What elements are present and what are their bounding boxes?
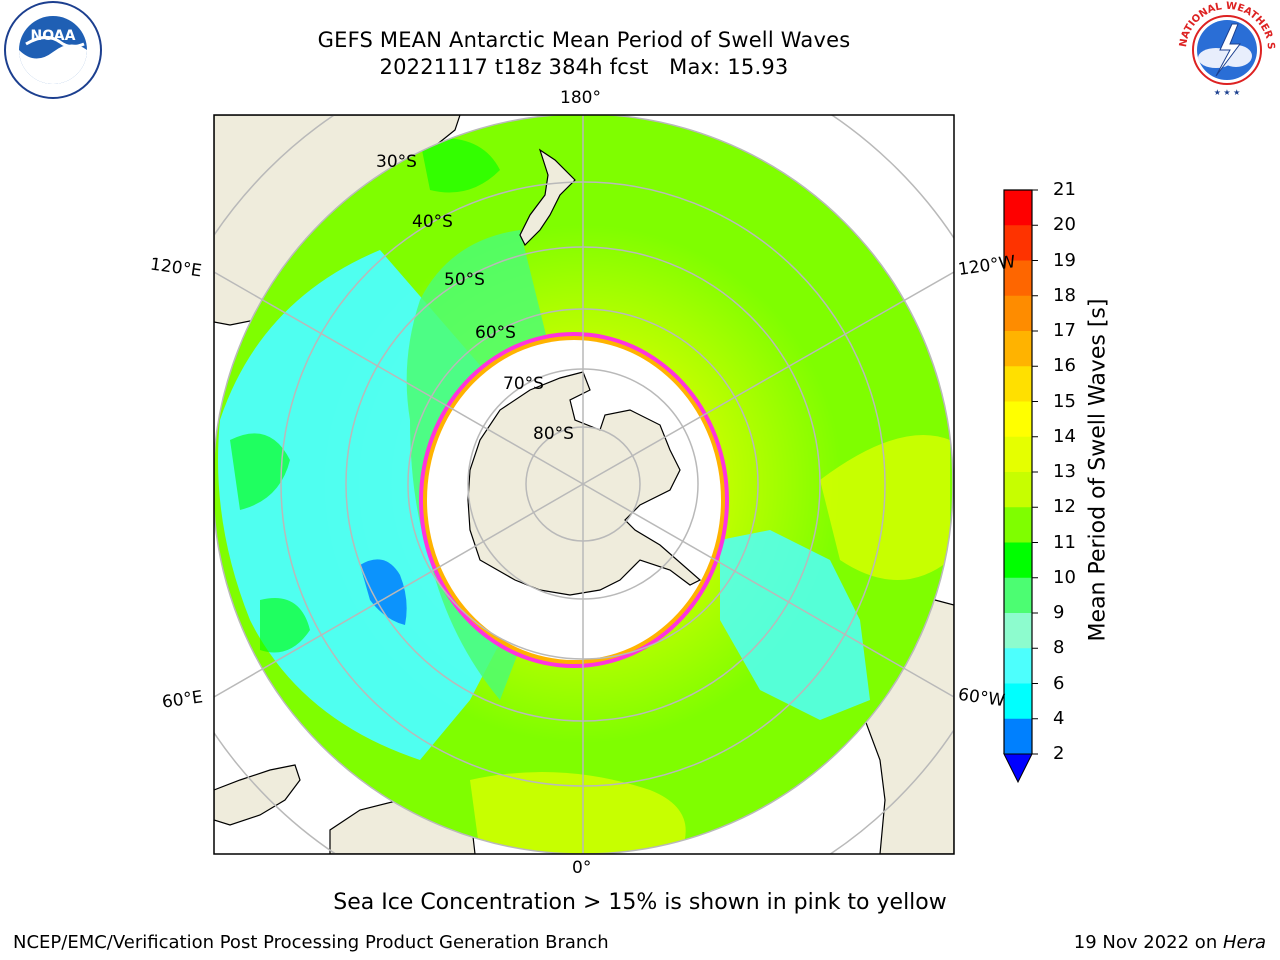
colorbar-tick-label: 21 [1053, 179, 1076, 200]
footer-host: Hera [1222, 932, 1266, 953]
map-subtitle: 20221117 t18z 384h fcst Max: 15.93 [379, 55, 789, 79]
colorbar-segment [1004, 295, 1032, 332]
noaa-logo-icon: NOAA [4, 1, 102, 99]
map-frame-border [213, 114, 955, 855]
madagascar-land [214, 764, 301, 826]
colorbar-segment [1004, 683, 1032, 720]
colorbar-tick-label: 20 [1053, 214, 1076, 236]
national-weather-service-logo-icon: NATIONAL WEATHER SERVICE ★ ★ ★ [1176, 0, 1276, 97]
colorbar-tick-label: 17 [1053, 320, 1076, 341]
lon-label-180: 180° [560, 88, 601, 108]
lat-label-70s: 70°S [503, 374, 544, 394]
colorbar-tick-label: 6 [1053, 672, 1065, 694]
swell-field-yellow-east [820, 435, 950, 580]
colorbar-tick-label: 12 [1053, 496, 1076, 518]
colorbar-segment [1004, 718, 1032, 755]
footer-branch: NCEP/EMC/Verification Post Processing Pr… [13, 932, 609, 953]
svg-text:★ ★ ★: ★ ★ ★ [1214, 88, 1241, 97]
colorbar-tick-label: 19 [1053, 249, 1076, 271]
noaa-logo-text: NOAA [31, 28, 76, 44]
colorbar-tick-label: 2 [1053, 743, 1065, 764]
lon-label-0: 0° [572, 858, 592, 878]
colorbar-segment [1004, 225, 1032, 261]
footer-date-text: 19 Nov 2022 on [1073, 932, 1223, 953]
new-zealand-land [519, 148, 576, 247]
colorbar-segment [1004, 366, 1032, 402]
lat-label-80s: 80°S [533, 424, 574, 444]
colorbar-tick-label: 15 [1053, 390, 1076, 412]
colorbar-segment [1004, 648, 1032, 684]
lat-label-50s: 50°S [444, 270, 485, 290]
sea-ice-caption: Sea Ice Concentration > 15% is shown in … [333, 890, 947, 915]
colorbar-tick-label: 8 [1053, 637, 1065, 659]
footer-date: 19 Nov 2022 on Hera [1074, 932, 1266, 953]
colorbar-tick-label: 14 [1053, 425, 1076, 447]
colorbar-tick-label: 4 [1053, 707, 1065, 729]
colorbar-segment [1004, 507, 1032, 543]
colorbar-segment [1004, 542, 1032, 579]
colorbar-under-triangle [1003, 753, 1033, 784]
colorbar-segment [1004, 190, 1032, 226]
lat-label-60s: 60°S [475, 323, 516, 343]
longitude-gridlines [214, 115, 954, 854]
colorbar-segment [1004, 401, 1032, 438]
colorbar-segment [1004, 331, 1032, 367]
colorbar [1003, 189, 1038, 784]
colorbar-segment [1004, 613, 1032, 649]
colorbar-tick-label: 18 [1053, 284, 1076, 306]
lat-label-40s: 40°S [412, 212, 453, 232]
colorbar-tick-label: 10 [1053, 566, 1076, 588]
colorbar-tick-label: 16 [1053, 355, 1076, 377]
map-title: GEFS MEAN Antarctic Mean Period of Swell… [317, 28, 851, 52]
colorbar-tick-label: 11 [1053, 531, 1076, 553]
swell-field-yellow-south [470, 772, 686, 854]
colorbar-title: Mean Period of Swell Waves [s] [1085, 298, 1111, 642]
colorbar-tick-label: 9 [1053, 602, 1065, 623]
swell-field-atlantic-cyan [720, 530, 870, 720]
colorbar-segment [1004, 577, 1032, 614]
colorbar-segment [1004, 472, 1032, 508]
colorbar-segment [1004, 260, 1032, 297]
swell-field-blue-patch [360, 559, 407, 625]
colorbar-tick-label: 13 [1053, 461, 1076, 482]
lat-label-30s: 30°S [376, 152, 417, 172]
colorbar-segment [1004, 436, 1032, 473]
